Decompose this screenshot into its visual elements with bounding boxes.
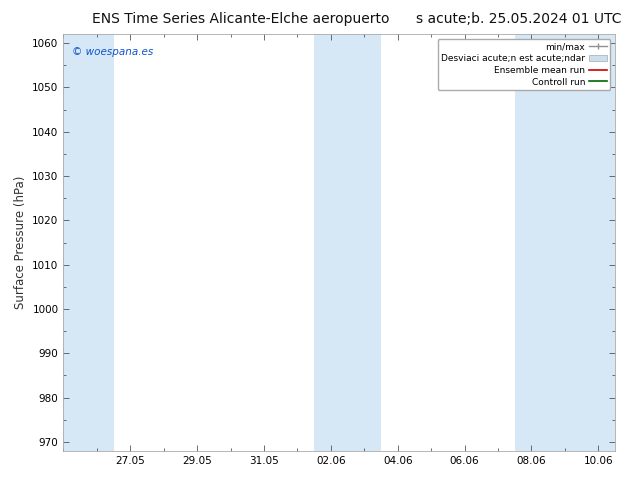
Legend: min/max, Desviaci acute;n est acute;ndar, Ensemble mean run, Controll run: min/max, Desviaci acute;n est acute;ndar… bbox=[437, 39, 611, 90]
Bar bbox=[63, 34, 113, 451]
Text: © woespana.es: © woespana.es bbox=[72, 47, 153, 57]
Bar bbox=[515, 34, 615, 451]
Text: s acute;b. 25.05.2024 01 UTC: s acute;b. 25.05.2024 01 UTC bbox=[416, 12, 621, 26]
Bar bbox=[314, 34, 381, 451]
Y-axis label: Surface Pressure (hPa): Surface Pressure (hPa) bbox=[14, 176, 27, 309]
Text: ENS Time Series Alicante-Elche aeropuerto: ENS Time Series Alicante-Elche aeropuert… bbox=[92, 12, 390, 26]
